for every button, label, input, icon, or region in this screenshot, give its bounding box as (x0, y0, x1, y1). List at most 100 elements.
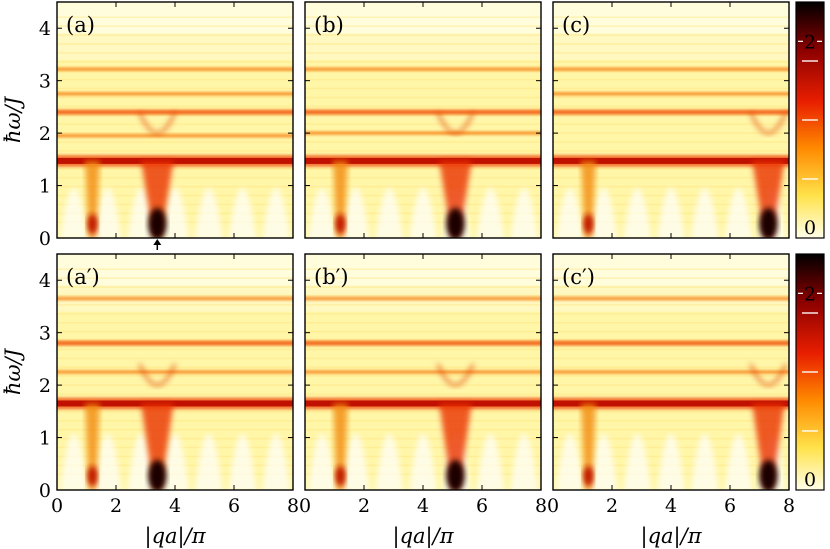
y-tick-label: 0 (39, 480, 51, 502)
heatmap-striation (57, 168, 293, 170)
heatmap-striation (305, 339, 541, 342)
heatmap-striation (57, 304, 293, 306)
heatmap-striation (57, 286, 293, 288)
heatmap-top-fade (305, 2, 541, 34)
heatmap-striation (553, 78, 789, 81)
x-tick-label: 0 (51, 495, 63, 517)
heatmap-striation (57, 393, 293, 395)
heatmap-arch (375, 433, 404, 490)
heatmap-striation (305, 375, 541, 377)
heatmap-arch (589, 433, 618, 490)
heatmap-striation (553, 185, 789, 188)
x-tick-label: 0 (547, 495, 559, 517)
x-tick-label: 8 (535, 495, 547, 517)
heatmap-striation (305, 78, 541, 81)
heatmap-arch (228, 188, 257, 238)
heatmap-panel-0: (a) (56, 1, 294, 250)
heatmap-striation (305, 96, 541, 99)
heatmap-striation (57, 141, 293, 143)
heatmap-striation (305, 420, 541, 422)
colorbar-tick-label: 0 (804, 469, 816, 491)
x-tick-label: 0 (299, 495, 311, 517)
heatmap-striation (553, 105, 789, 108)
heatmap-striation (57, 428, 293, 431)
heatmap-striation (305, 384, 541, 386)
heatmap-hotspot-column (752, 160, 785, 238)
heatmap-striation (57, 330, 293, 333)
heatmap-band (57, 296, 293, 301)
heatmap-striation (57, 348, 293, 351)
heatmap-striation (553, 304, 789, 306)
heatmap-striation (553, 96, 789, 99)
heatmap-striation (305, 52, 541, 54)
panel-label: (c′) (562, 265, 595, 289)
y-tick-label: 3 (39, 71, 51, 93)
heatmap-hotspot (759, 208, 778, 238)
heatmap-striation (305, 123, 541, 125)
heatmap-band (553, 91, 789, 96)
heatmap-arch (589, 188, 618, 238)
heatmap-striation (57, 43, 293, 45)
y-tick-label: 2 (39, 123, 51, 145)
panel-label: (b) (314, 13, 344, 37)
heatmap-arch (555, 433, 584, 490)
heatmap-arch (510, 188, 539, 238)
heatmap-panel-2: (c) (552, 1, 790, 239)
heatmap-striation (305, 150, 541, 152)
heatmap-arch (59, 433, 88, 490)
heatmap-arch (161, 188, 189, 238)
heatmap-main-band (305, 400, 541, 407)
heatmap-hotspot (759, 460, 778, 490)
heatmap-arch (690, 433, 719, 490)
x-tick-label: 8 (287, 495, 299, 517)
heatmap-hotspot-column (333, 403, 348, 490)
heatmap-band (305, 67, 541, 71)
heatmap-striation (305, 185, 541, 188)
heatmap-striation (57, 52, 293, 54)
heatmap-top-fade (57, 2, 293, 34)
colorbar: 02 (795, 1, 825, 239)
heatmap-striation (553, 286, 789, 288)
heatmap-upper-fade (57, 33, 293, 60)
heatmap-arch (194, 188, 223, 238)
heatmap-main-band (553, 157, 789, 164)
heatmap-arch (476, 433, 505, 490)
heatmap-arch (657, 188, 685, 238)
heatmap-striation (553, 52, 789, 54)
heatmap-hotspot (335, 466, 346, 486)
x-tick-label: 2 (358, 495, 370, 517)
heatmap-hotspot-arc (749, 111, 788, 135)
heatmap-striation (57, 105, 293, 108)
heatmap-panel-1: (b) (304, 1, 542, 239)
heatmap-striation (553, 34, 789, 36)
heatmap-striation (305, 141, 541, 143)
x-tick-label: 2 (606, 495, 618, 517)
heatmap-panel-4: (b′) (304, 253, 542, 491)
heatmap-band (305, 340, 541, 346)
x-axis-label: |qa|/π (641, 524, 703, 549)
heatmap-striation (553, 420, 789, 422)
heatmap-striation (553, 168, 789, 170)
heatmap-striation (305, 277, 541, 279)
heatmap-striation (57, 295, 293, 297)
heatmap-striation (305, 176, 541, 179)
heatmap-striation (553, 176, 789, 179)
heatmap-striation (553, 322, 789, 324)
heatmap-main-band (305, 157, 541, 164)
heatmap-striation (553, 411, 789, 413)
arrow-marker (153, 239, 162, 245)
heatmap-striation (553, 277, 789, 279)
heatmap-striation (57, 176, 293, 179)
heatmap-striation (305, 25, 541, 27)
heatmap-arch (724, 433, 753, 490)
heatmap-panel-5: (c′) (552, 253, 790, 491)
heatmap-hotspot-column (439, 403, 472, 490)
heatmap-hotspot (583, 214, 594, 234)
heatmap-striation (553, 339, 789, 342)
panel-label: (a) (66, 13, 95, 37)
heatmap-striation (305, 428, 541, 431)
heatmap-arch (555, 188, 584, 238)
panel-label: (c) (562, 13, 590, 37)
heatmap-striation (57, 34, 293, 36)
heatmap-hotspot (148, 460, 167, 490)
